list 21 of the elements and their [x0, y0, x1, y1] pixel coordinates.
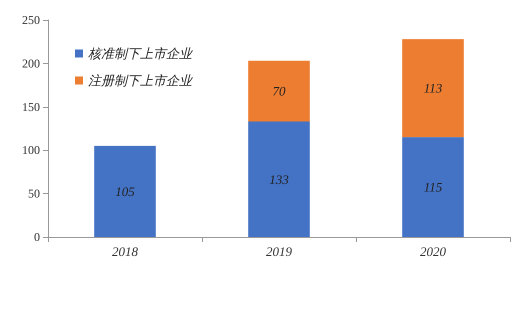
- bar: [402, 39, 464, 138]
- bar: [402, 137, 464, 237]
- y-tick-label: 50: [28, 186, 40, 201]
- y-tick-label: 200: [22, 56, 40, 70]
- data-label: 105: [115, 184, 136, 199]
- bar: [248, 122, 310, 237]
- x-tick-label: 2019: [266, 244, 292, 259]
- bar: [94, 146, 156, 237]
- y-tick-label: 0: [34, 230, 40, 244]
- data-label: 133: [269, 172, 290, 187]
- x-tick-label: 2018: [112, 244, 138, 259]
- y-tick-label: 250: [22, 13, 40, 27]
- legend-label: 注册制下上市企业: [88, 73, 193, 88]
- data-label: 115: [424, 180, 443, 195]
- data-label: 70: [272, 84, 286, 99]
- x-tick-label: 2020: [420, 244, 446, 259]
- legend-label: 核准制下上市企业: [88, 46, 193, 61]
- data-label: 113: [424, 80, 443, 96]
- y-tick-label: 100: [22, 143, 40, 158]
- y-tick-label: 150: [22, 100, 40, 114]
- bar: [248, 60, 310, 122]
